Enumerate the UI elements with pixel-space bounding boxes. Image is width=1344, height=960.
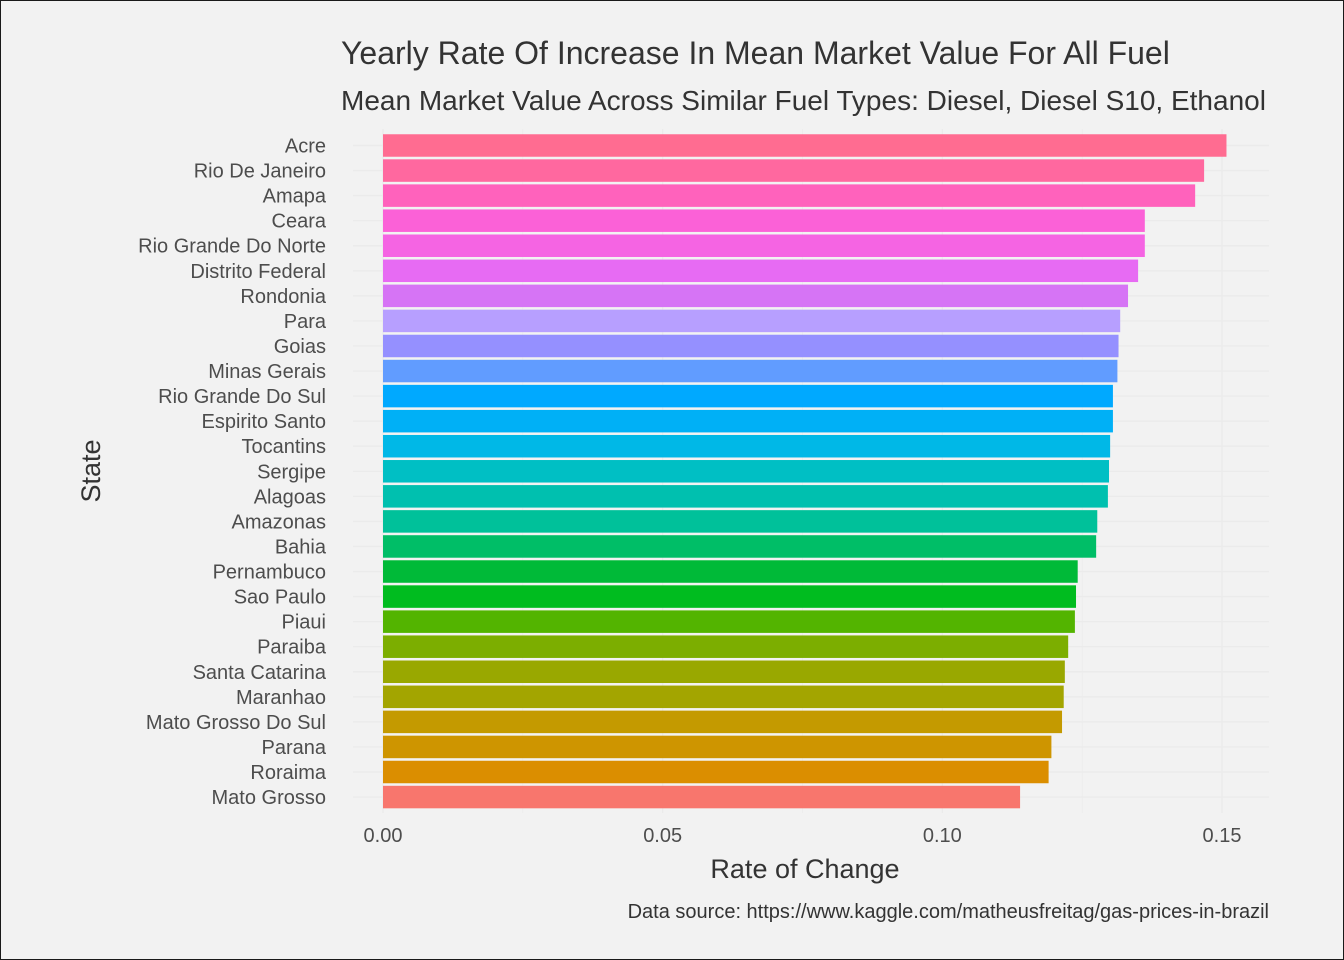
- bar-bahia: [383, 535, 1097, 558]
- y-tick-label: Piaui: [282, 612, 326, 634]
- y-tick-label: Roraima: [250, 762, 326, 784]
- bar-para: [383, 309, 1121, 333]
- y-tick-label: Amapa: [263, 186, 327, 208]
- bar-minas-gerais: [383, 359, 1118, 383]
- y-tick-label: Mato Grosso Do Sul: [146, 712, 326, 734]
- y-tick-label: Parana: [262, 737, 327, 759]
- y-tick-label: Pernambuco: [213, 562, 326, 584]
- bar-ceara: [383, 209, 1145, 232]
- y-tick-label: Tocantins: [242, 436, 327, 458]
- y-axis-title: State: [76, 439, 106, 502]
- x-tick-labels: 0.00 0.05 0.10 0.15: [364, 825, 1242, 847]
- bar-roraima: [383, 760, 1049, 784]
- bar-sergipe: [383, 460, 1110, 483]
- bar-maranhao: [383, 685, 1064, 709]
- chart-title: Yearly Rate Of Increase In Mean Market V…: [341, 35, 1170, 71]
- caption: Data source: https://www.kaggle.com/math…: [628, 901, 1269, 923]
- y-tick-label: Maranhao: [236, 687, 326, 709]
- bars: [383, 134, 1227, 809]
- y-tick-label: Paraiba: [257, 637, 327, 659]
- x-tick-label: 0.15: [1203, 825, 1242, 847]
- y-tick-label: Sergipe: [257, 461, 326, 483]
- x-tick-label: 0.10: [923, 825, 962, 847]
- y-tick-label: Sao Paulo: [234, 587, 326, 609]
- bar-pernambuco: [383, 560, 1078, 583]
- bar-alagoas: [383, 485, 1108, 508]
- bar-goias: [383, 334, 1119, 358]
- y-tick-label: Espirito Santo: [201, 411, 326, 433]
- y-tick-label: Santa Catarina: [193, 662, 327, 684]
- y-tick-label: Distrito Federal: [190, 261, 326, 283]
- bar-acre: [383, 134, 1227, 157]
- bar-mato-grosso-do-sul: [383, 710, 1063, 734]
- y-tick-label: Acre: [285, 136, 326, 158]
- chart-subtitle: Mean Market Value Across Similar Fuel Ty…: [341, 85, 1266, 116]
- x-tick-label: 0.00: [364, 825, 403, 847]
- x-axis-title: Rate of Change: [710, 854, 899, 884]
- bar-rio-grande-do-norte: [383, 234, 1145, 257]
- y-tick-label: Amazonas: [232, 511, 327, 533]
- bar-paraiba: [383, 635, 1069, 658]
- y-tick-label: Alagoas: [254, 486, 326, 508]
- y-tick-label: Rondonia: [240, 286, 327, 308]
- y-tick-label: Bahia: [275, 536, 327, 558]
- y-tick-label: Rio De Janeiro: [194, 161, 326, 183]
- y-tick-labels: Acre Rio De Janeiro Amapa Ceara Rio Grande D…: [138, 136, 327, 810]
- bar-rio-de-janeiro: [383, 159, 1205, 182]
- bar-mato-grosso: [383, 785, 1021, 809]
- bar-amazonas: [383, 510, 1098, 533]
- bar-piaui: [383, 610, 1075, 633]
- bar-espirito-santo: [383, 409, 1113, 433]
- y-tick-label: Rio Grande Do Sul: [158, 386, 326, 408]
- bar-rio-grande-do-sul: [383, 384, 1113, 408]
- y-tick-label: Minas Gerais: [208, 361, 326, 383]
- bar-parana: [383, 735, 1052, 759]
- bar-amapa: [383, 184, 1196, 207]
- bar-tocantins: [383, 434, 1111, 458]
- y-tick-label: Ceara: [272, 211, 327, 233]
- y-tick-label: Mato Grosso: [212, 787, 326, 809]
- bar-sao-paulo: [383, 585, 1077, 608]
- y-tick-label: Para: [284, 311, 327, 333]
- y-tick-label: Rio Grande Do Norte: [138, 236, 326, 258]
- y-tick-label: Goias: [274, 336, 326, 358]
- bar-rondonia: [383, 284, 1129, 308]
- bar-distrito-federal: [383, 259, 1139, 283]
- x-tick-label: 0.05: [643, 825, 682, 847]
- bar-santa-catarina: [383, 660, 1065, 684]
